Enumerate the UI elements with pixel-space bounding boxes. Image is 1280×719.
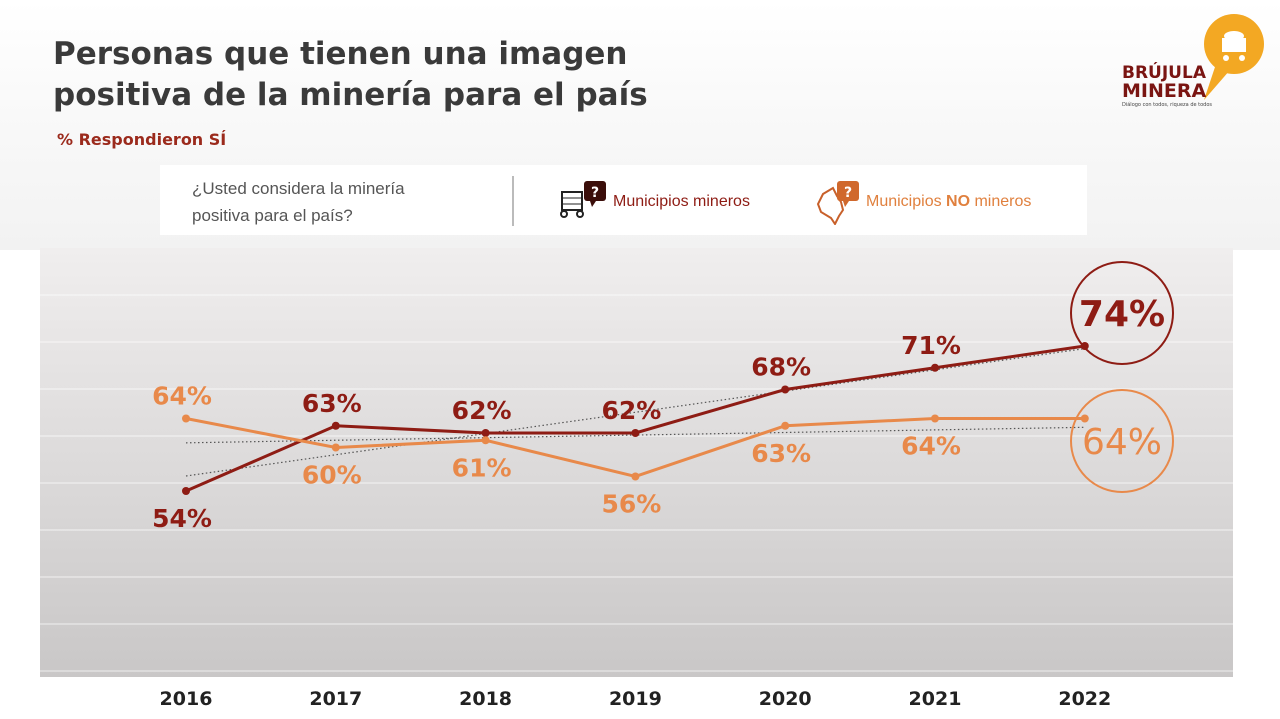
x-tick-label: 2021 — [909, 688, 962, 710]
svg-text:?: ? — [591, 185, 599, 201]
data-label: 71% — [901, 331, 961, 360]
data-point — [182, 414, 190, 423]
data-label: 64% — [1082, 422, 1162, 463]
legend: ¿Usted considera la minería positiva par… — [160, 165, 1087, 235]
data-label: 74% — [1079, 294, 1165, 335]
highlight-circle — [1070, 261, 1174, 365]
data-point — [931, 363, 939, 372]
data-point — [1080, 414, 1089, 423]
svg-text:Diálogo con todos, riqueza de: Diálogo con todos, riqueza de todos — [1122, 101, 1212, 108]
x-tick-label: 2020 — [759, 688, 812, 710]
highlight-circle — [1070, 389, 1174, 493]
x-tick-label: 2016 — [160, 688, 213, 710]
data-label: 64% — [152, 382, 212, 411]
data-label: 62% — [601, 396, 661, 425]
data-point — [631, 429, 640, 437]
data-point — [931, 414, 939, 423]
data-label: 60% — [302, 461, 362, 490]
data-point — [182, 487, 190, 495]
data-label: 63% — [302, 389, 362, 418]
x-tick-label: 2018 — [459, 688, 512, 710]
data-point — [331, 443, 340, 452]
data-label: 68% — [751, 353, 811, 382]
data-point — [781, 421, 790, 430]
data-point — [781, 385, 790, 394]
plot-area — [40, 248, 1233, 677]
data-point — [331, 421, 340, 430]
legend-item-mineros: Municipios mineros — [613, 193, 750, 210]
data-point — [1080, 342, 1089, 350]
data-label: 62% — [452, 396, 512, 425]
x-tick-label: 2022 — [1058, 688, 1111, 710]
legend-question: ¿Usted considera la minería positiva par… — [192, 179, 405, 225]
data-label: 63% — [751, 439, 811, 468]
data-label: 64% — [901, 432, 961, 461]
data-label: 54% — [152, 504, 212, 533]
data-label: 56% — [601, 490, 661, 519]
x-tick-label: 2017 — [309, 688, 362, 710]
legend-divider — [512, 176, 514, 226]
data-point — [631, 472, 640, 481]
svg-text:?: ? — [844, 185, 852, 201]
page-title: Personas que tienen una imagen positiva … — [53, 36, 648, 113]
svg-text:BRÚJULA: BRÚJULA — [1122, 61, 1207, 83]
legend-item-no-mineros: Municipios NO mineros — [866, 193, 1032, 210]
colombia-map-question-icon: ? — [816, 181, 859, 225]
data-point — [481, 436, 490, 445]
mining-cart-question-icon: ? — [560, 181, 606, 218]
svg-text:MINERA: MINERA — [1122, 80, 1206, 102]
page-subtitle: % Respondieron SÍ — [57, 130, 227, 149]
x-tick-label: 2019 — [609, 688, 662, 710]
data-label: 61% — [452, 453, 512, 482]
data-point — [481, 429, 490, 437]
brujula-minera-logo: BRÚJULA MINERA Diálogo con todos, riquez… — [1120, 14, 1270, 114]
